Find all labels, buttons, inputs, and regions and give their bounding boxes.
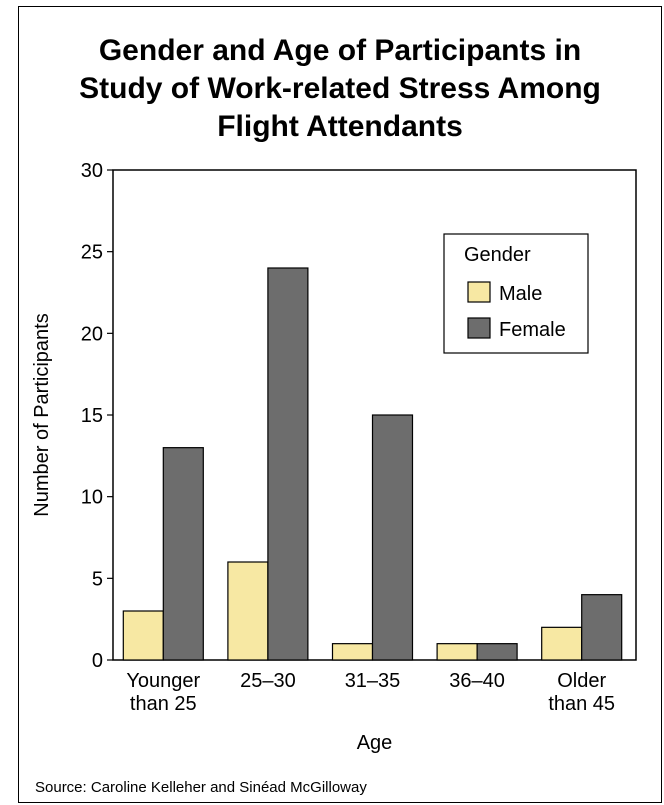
x-tick-label: than 45 (548, 693, 615, 715)
bar-female-1 (267, 267, 309, 661)
x-tick-label: than 25 (130, 693, 197, 715)
x-tick-label: Older (557, 670, 606, 692)
bar-male-0 (122, 610, 164, 661)
y-tick-label: 15 (81, 405, 103, 427)
x-tick-label: 25–30 (240, 670, 296, 692)
y-axis-label: Number of Participants (31, 313, 53, 516)
chart-title-line-2: Study of Work-related Stress Among (79, 72, 601, 105)
bar-male-4 (541, 626, 583, 661)
x-tick-label: 31–35 (345, 670, 401, 692)
bar-male-1 (227, 561, 269, 661)
chart-title: Gender and Age of Participants in Study … (18, 32, 662, 146)
bar-male-3 (436, 643, 478, 661)
bar-female-3 (476, 643, 518, 661)
y-tick-label: 30 (81, 160, 103, 182)
x-axis-label: Age (357, 732, 393, 754)
legend-swatch-male (467, 281, 491, 303)
chart-title-line-1: Gender and Age of Participants in (98, 34, 582, 67)
legend-swatch-female (467, 317, 491, 339)
source-note: Source: Caroline Kelleher and Sinéad McG… (35, 779, 367, 796)
bar-female-4 (581, 594, 623, 661)
y-tick-label: 25 (81, 242, 103, 264)
chart-title-line-3: Flight Attendants (217, 110, 463, 143)
legend-title: Gender (464, 244, 531, 266)
legend-label-female: Female (499, 319, 566, 341)
bar-male-2 (331, 643, 374, 661)
y-tick-label: 10 (81, 487, 103, 509)
x-tick-label: 36–40 (449, 670, 505, 692)
legend-label-male: Male (499, 283, 542, 305)
chart-frame (18, 6, 662, 803)
x-tick-label: Younger (126, 670, 200, 692)
y-tick-label: 5 (92, 568, 103, 590)
bar-female-2 (371, 414, 414, 661)
y-tick-label: 0 (92, 650, 103, 672)
y-tick-label: 20 (81, 323, 103, 345)
bar-female-0 (162, 447, 204, 661)
